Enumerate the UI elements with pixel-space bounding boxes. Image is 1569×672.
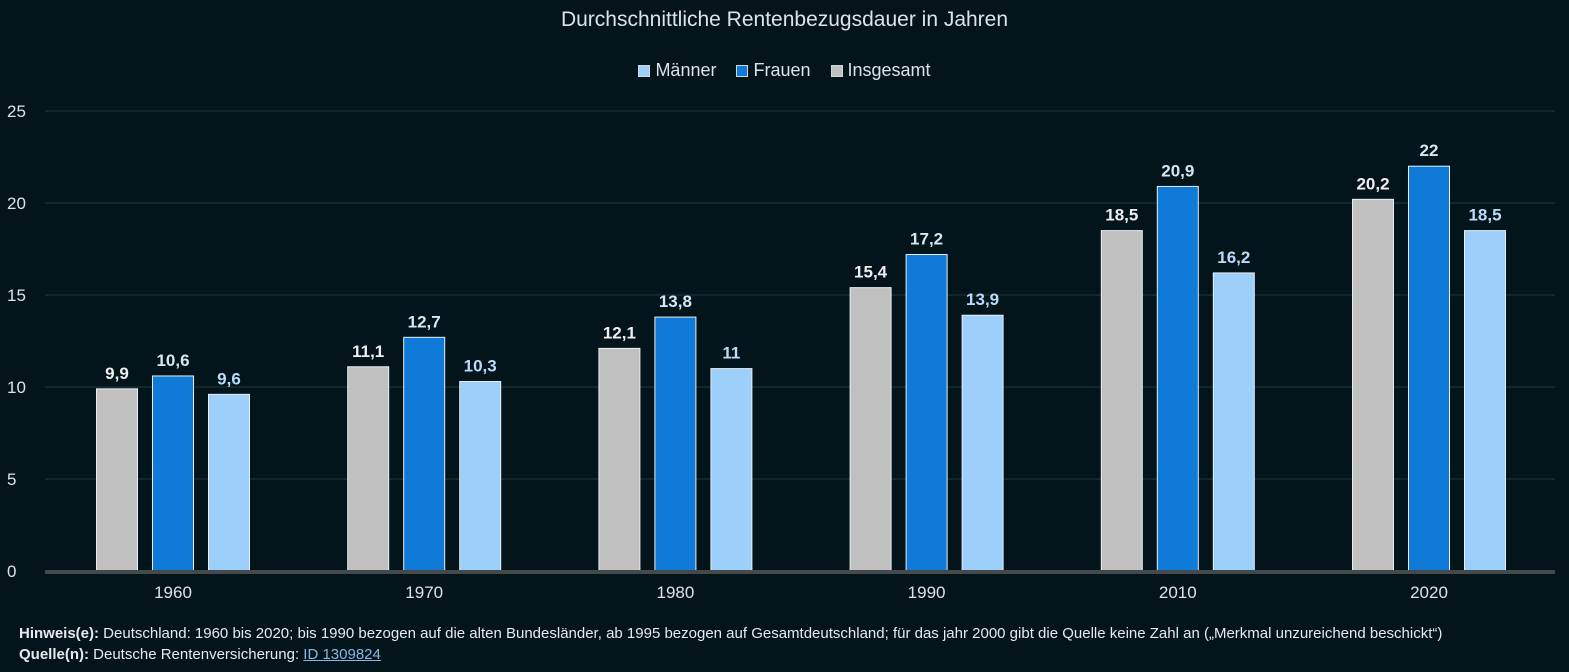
source: Quelle(n): Deutsche Rentenversicherung: … <box>19 644 1442 665</box>
bar-insgesamt-1960 <box>96 388 138 572</box>
bar-männer-2020 <box>1464 230 1506 572</box>
bar-männer-1960 <box>208 393 250 572</box>
legend-label-insgesamt: Insgesamt <box>847 60 931 80</box>
source-label: Quelle(n): <box>19 646 89 663</box>
data-label: 16,2 <box>1217 248 1250 267</box>
x-tick-label: 1980 <box>656 583 694 602</box>
y-tick-label: 10 <box>7 378 26 397</box>
data-label: 9,9 <box>105 364 129 383</box>
bar-männer-2010 <box>1212 272 1255 572</box>
source-text: Deutsche Rentenversicherung: <box>89 646 304 663</box>
legend-swatch-frauen <box>736 64 749 77</box>
legend-swatch-maenner <box>638 64 651 77</box>
data-label: 12,7 <box>408 312 441 331</box>
legend-item-maenner[interactable]: Männer <box>638 60 716 81</box>
data-label: 17,2 <box>910 230 943 249</box>
legend: Männer Frauen Insgesamt <box>0 60 1569 81</box>
data-label: 11 <box>722 344 740 363</box>
data-label: 13,8 <box>659 292 692 311</box>
bar-männer-1970 <box>459 380 502 572</box>
data-label: 13,9 <box>966 290 999 309</box>
y-tick-label: 20 <box>7 194 26 213</box>
data-label: 18,5 <box>1468 206 1501 225</box>
bar-frauen-2010 <box>1156 185 1199 572</box>
x-tick-label: 2010 <box>1159 583 1197 602</box>
bar-frauen-1960 <box>152 375 194 572</box>
data-label: 15,4 <box>854 263 888 282</box>
footer: Hinweis(e): Deutschland: 1960 bis 2020; … <box>19 623 1442 665</box>
bar-männer-1990 <box>961 314 1004 572</box>
bar-frauen-1980 <box>654 316 697 572</box>
data-label: 18,5 <box>1105 206 1138 225</box>
legend-label-frauen: Frauen <box>753 60 811 80</box>
bar-insgesamt-1990 <box>849 287 892 572</box>
legend-item-frauen[interactable]: Frauen <box>736 60 811 81</box>
data-label: 10,3 <box>464 356 497 375</box>
bar-frauen-1970 <box>403 336 446 572</box>
data-label: 20,2 <box>1356 174 1389 193</box>
bar-insgesamt-1970 <box>347 366 390 572</box>
x-tick-label: 2020 <box>1410 583 1448 602</box>
y-tick-label: 15 <box>7 286 26 305</box>
data-label: 9,6 <box>217 369 241 388</box>
note-label: Hinweis(e): <box>19 625 100 642</box>
data-label: 12,1 <box>603 323 636 342</box>
note-text: Deutschland: 1960 bis 2020; bis 1990 bez… <box>99 625 1443 642</box>
y-tick-label: 25 <box>7 102 26 121</box>
bar-männer-1980 <box>710 368 753 572</box>
note: Hinweis(e): Deutschland: 1960 bis 2020; … <box>19 623 1442 644</box>
legend-item-insgesamt[interactable]: Insgesamt <box>830 60 931 81</box>
bar-insgesamt-1980 <box>598 347 641 572</box>
legend-swatch-insgesamt <box>830 64 843 77</box>
bar-insgesamt-2020 <box>1352 198 1394 572</box>
data-label: 10,6 <box>156 351 189 370</box>
bar-insgesamt-2010 <box>1100 230 1143 572</box>
x-tick-label: 1960 <box>154 583 192 602</box>
y-tick-label: 0 <box>7 562 16 581</box>
bar-frauen-1990 <box>905 254 948 572</box>
data-label: 20,9 <box>1161 161 1194 180</box>
x-tick-label: 1990 <box>908 583 946 602</box>
source-link[interactable]: ID 1309824 <box>303 646 381 663</box>
bar-frauen-2020 <box>1408 165 1450 572</box>
y-tick-label: 5 <box>7 470 16 489</box>
data-label: 22 <box>1420 141 1439 160</box>
chart-title: Durchschnittliche Rentenbezugsdauer in J… <box>560 8 1009 31</box>
x-tick-label: 1970 <box>405 583 443 602</box>
data-label: 11,1 <box>352 342 384 361</box>
legend-label-maenner: Männer <box>655 60 717 80</box>
